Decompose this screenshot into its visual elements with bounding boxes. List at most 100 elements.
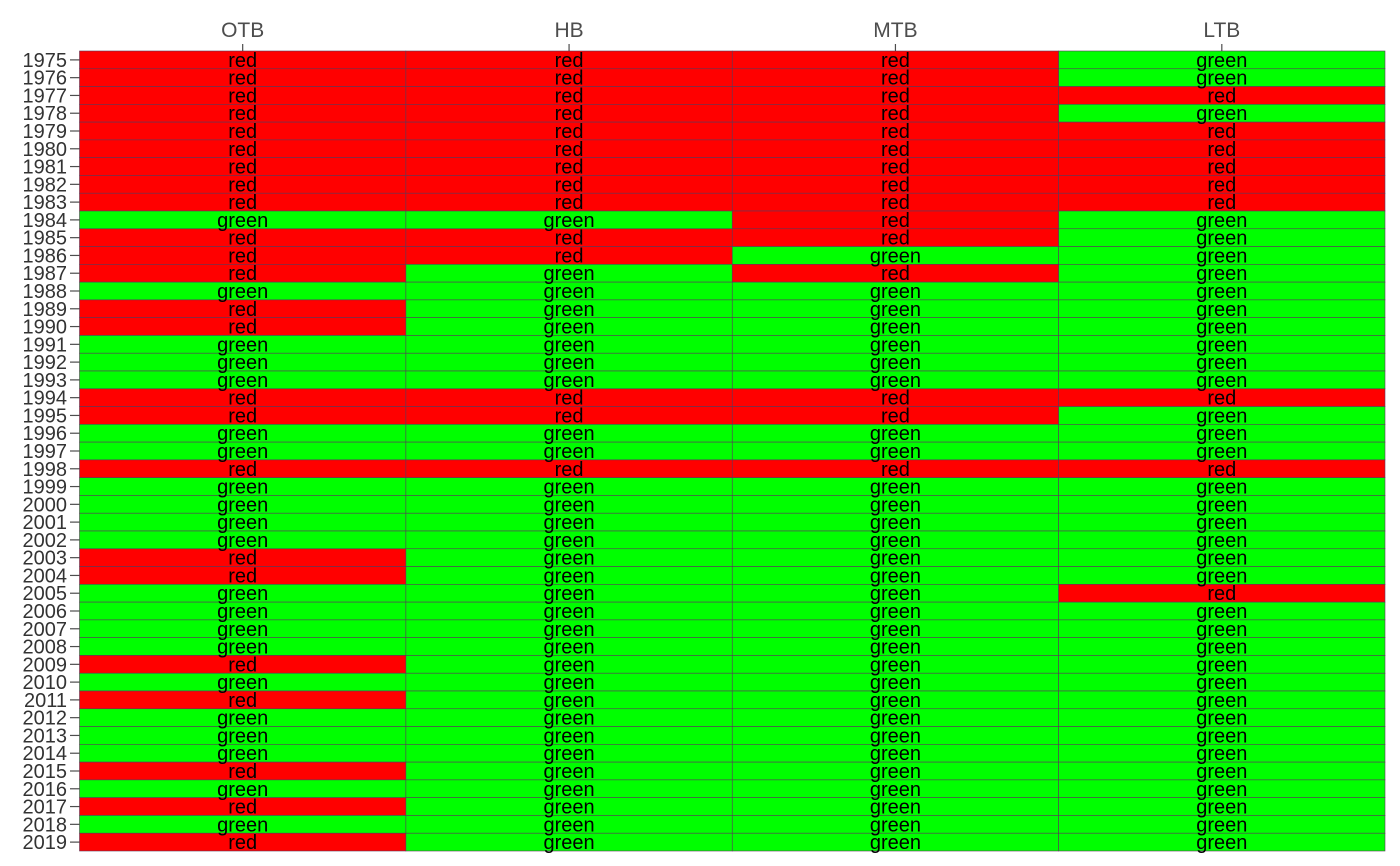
cell-label: green <box>217 672 268 694</box>
cell-label: green <box>217 708 268 730</box>
cell-label: green <box>1196 565 1247 587</box>
cell-label: green <box>217 725 268 747</box>
cell-label: green <box>1196 228 1247 250</box>
cell-label: green <box>870 690 921 712</box>
cell-label: red <box>228 263 257 285</box>
cell-label: green <box>1196 601 1247 623</box>
cell-label: red <box>881 103 910 125</box>
cell-label: red <box>228 761 257 783</box>
cell-label: green <box>543 317 594 339</box>
cell-label: red <box>228 388 257 410</box>
cell-label: red <box>881 68 910 90</box>
cell-label: green <box>543 210 594 232</box>
cell-label: green <box>1196 103 1247 125</box>
heatmap-cell-2019-ltb <box>1058 832 1386 852</box>
cell-label: green <box>870 779 921 801</box>
cell-label: red <box>555 139 584 161</box>
cell-label: green <box>870 317 921 339</box>
cell-label: green <box>870 583 921 605</box>
cell-label: green <box>543 263 594 285</box>
cell-label: red <box>555 68 584 90</box>
cell-label: red <box>228 299 257 321</box>
cell-label: green <box>1196 245 1247 267</box>
cell-label: green <box>543 761 594 783</box>
cell-label: green <box>1196 210 1247 232</box>
cell-label: red <box>1207 121 1236 143</box>
cell-label: green <box>870 548 921 570</box>
cell-label: green <box>543 334 594 356</box>
row-label-2004: 2004 <box>23 565 68 587</box>
cell-label: green <box>870 370 921 392</box>
row-label-2007: 2007 <box>23 619 68 641</box>
cell-label: green <box>1196 530 1247 552</box>
cell-label: red <box>228 228 257 250</box>
cell-label: red <box>228 103 257 125</box>
cell-label: green <box>1196 548 1247 570</box>
row-label-1998: 1998 <box>23 459 68 481</box>
cell-label: green <box>543 530 594 552</box>
cell-label: green <box>543 352 594 374</box>
row-label-1987: 1987 <box>23 263 68 285</box>
cell-label: green <box>1196 619 1247 641</box>
cell-label: red <box>881 85 910 107</box>
cell-label: red <box>228 157 257 179</box>
cell-label: green <box>870 637 921 659</box>
row-label-2017: 2017 <box>23 797 68 819</box>
cell-label: green <box>870 743 921 765</box>
cell-label: green <box>543 441 594 463</box>
row-label-2005: 2005 <box>23 583 68 605</box>
row-label-1993: 1993 <box>23 370 68 392</box>
cell-label: green <box>217 512 268 534</box>
cell-label: red <box>555 85 584 107</box>
row-label-2002: 2002 <box>23 530 68 552</box>
cell-label: red <box>881 388 910 410</box>
cell-label: green <box>870 725 921 747</box>
cell-label: red <box>228 174 257 196</box>
cell-label: green <box>1196 512 1247 534</box>
cell-label: green <box>543 797 594 819</box>
row-label-1984: 1984 <box>23 210 68 232</box>
cell-label: green <box>870 530 921 552</box>
cell-label: red <box>1207 459 1236 481</box>
row-label-2010: 2010 <box>23 672 68 694</box>
column-label-otb: OTB <box>221 19 264 42</box>
cell-label: red <box>881 459 910 481</box>
cell-label: green <box>870 512 921 534</box>
cell-label: green <box>870 565 921 587</box>
cell-label: red <box>881 192 910 214</box>
cell-label: red <box>1207 157 1236 179</box>
row-label-1990: 1990 <box>23 317 68 339</box>
cell-label: green <box>870 761 921 783</box>
row-label-2012: 2012 <box>23 708 68 730</box>
row-label-1988: 1988 <box>23 281 68 303</box>
cell-label: green <box>543 477 594 499</box>
cell-label: green <box>543 619 594 641</box>
cell-label: green <box>217 619 268 641</box>
cell-label: red <box>881 210 910 232</box>
cell-label: red <box>555 50 584 72</box>
cell-label: red <box>1207 388 1236 410</box>
cell-label: red <box>881 139 910 161</box>
row-label-2015: 2015 <box>23 761 68 783</box>
cell-label: green <box>217 210 268 232</box>
cell-label: green <box>870 672 921 694</box>
row-label-1976: 1976 <box>23 68 68 90</box>
cell-label: green <box>870 352 921 374</box>
row-label-1975: 1975 <box>23 50 68 72</box>
cell-label: green <box>217 583 268 605</box>
cell-label: green <box>1196 672 1247 694</box>
cell-label: red <box>228 548 257 570</box>
cell-label: green <box>870 334 921 356</box>
cell-label: green <box>543 565 594 587</box>
cell-label: red <box>555 174 584 196</box>
cell-label: green <box>1196 317 1247 339</box>
cell-label: green <box>1196 761 1247 783</box>
cell-label: green <box>1196 637 1247 659</box>
cell-label: green <box>543 281 594 303</box>
column-labels: OTB HB MTB LTB <box>221 19 1240 51</box>
cell-label: red <box>555 192 584 214</box>
cell-label: green <box>543 512 594 534</box>
cell-label: red <box>228 121 257 143</box>
row-label-1997: 1997 <box>23 441 68 463</box>
